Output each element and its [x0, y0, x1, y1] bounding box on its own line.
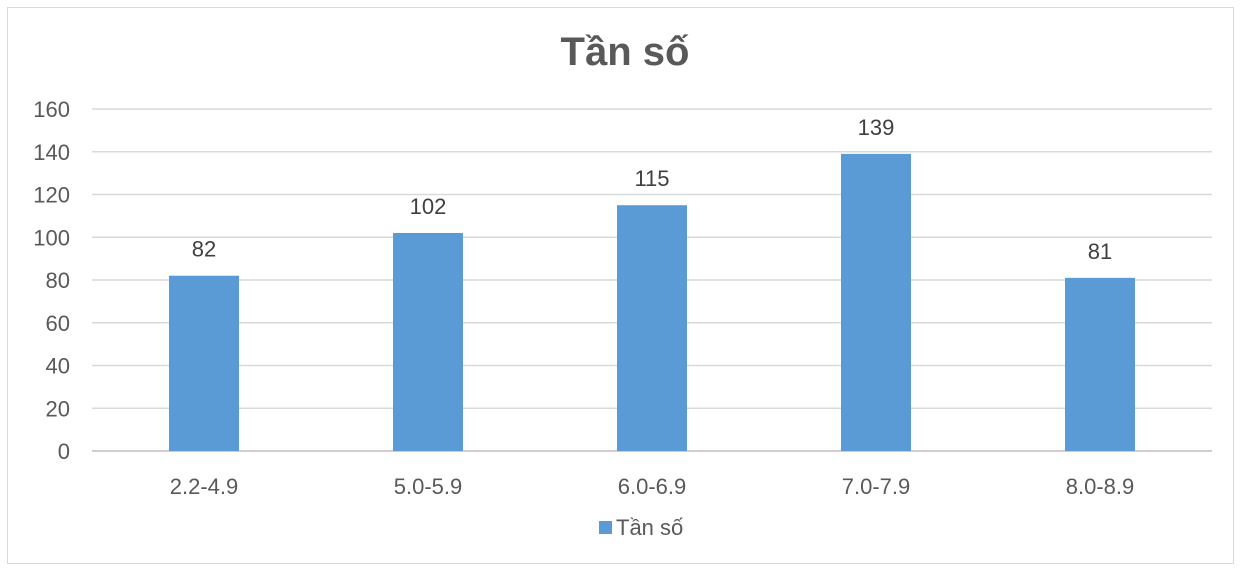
x-tick-label: 7.0-7.9 [842, 474, 911, 499]
bar [617, 205, 687, 451]
bar [841, 153, 911, 451]
bar [393, 232, 463, 451]
x-tick-label: 6.0-6.9 [618, 474, 687, 499]
x-tick-label: 5.0-5.9 [394, 474, 463, 499]
data-label: 82 [192, 237, 216, 262]
y-tick-label: 0 [58, 439, 70, 464]
data-labels: 82 102 115 139 81 [192, 115, 1112, 264]
y-tick-label: 140 [33, 140, 70, 165]
bars [169, 153, 1135, 451]
y-tick-label: 160 [33, 97, 70, 122]
data-label: 115 [634, 166, 669, 191]
data-label: 102 [410, 194, 447, 219]
legend-label: Tần số [616, 515, 683, 540]
y-tick-label: 60 [46, 311, 70, 336]
bar [169, 275, 239, 451]
data-label: 139 [858, 115, 895, 140]
y-tick-label: 120 [33, 183, 70, 208]
y-tick-label: 100 [33, 225, 70, 250]
y-tick-label: 20 [46, 396, 70, 421]
y-tick-label: 40 [46, 354, 70, 379]
legend-swatch [599, 521, 612, 534]
data-label: 81 [1088, 239, 1112, 264]
x-tick-label: 8.0-8.9 [1066, 474, 1135, 499]
chart-title: Tần số [561, 30, 690, 74]
x-tick-label: 2.2-4.9 [170, 474, 239, 499]
x-axis: 2.2-4.9 5.0-5.9 6.0-6.9 7.0-7.9 8.0-8.9 [170, 474, 1135, 499]
y-tick-label: 80 [46, 268, 70, 293]
y-axis: 0 20 40 60 80 100 120 140 160 [33, 97, 70, 464]
bar [1065, 277, 1135, 451]
legend: Tần số [599, 515, 683, 540]
